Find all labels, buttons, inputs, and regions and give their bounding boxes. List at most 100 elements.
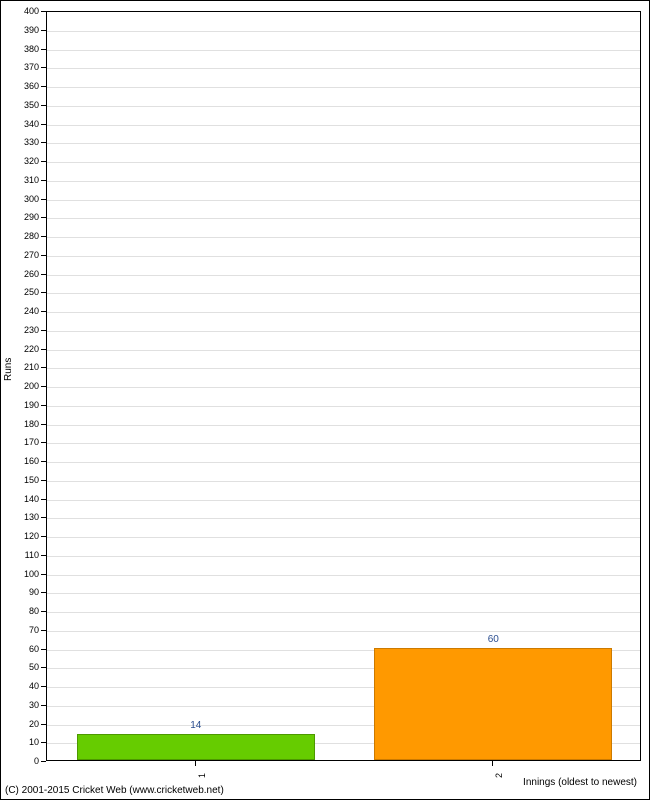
y-tick-label: 150	[9, 476, 39, 485]
y-tick-label: 340	[9, 120, 39, 129]
plot-area: 14 60	[46, 11, 641, 761]
gridline	[47, 68, 640, 69]
copyright-text: (C) 2001-2015 Cricket Web (www.cricketwe…	[5, 785, 224, 796]
gridline	[47, 162, 640, 163]
y-tick-mark	[41, 461, 46, 462]
y-tick-mark	[41, 499, 46, 500]
gridline	[47, 218, 640, 219]
gridline	[47, 556, 640, 557]
y-tick-label: 400	[9, 7, 39, 16]
y-tick-mark	[41, 724, 46, 725]
y-tick-mark	[41, 667, 46, 668]
y-tick-label: 60	[9, 645, 39, 654]
y-tick-mark	[41, 124, 46, 125]
y-tick-label: 50	[9, 663, 39, 672]
gridline	[47, 612, 640, 613]
bar-value-label: 60	[488, 634, 499, 645]
gridline	[47, 350, 640, 351]
y-tick-mark	[41, 705, 46, 706]
gridline	[47, 181, 640, 182]
y-tick-label: 320	[9, 157, 39, 166]
x-tick-mark	[492, 761, 493, 766]
gridline	[47, 593, 640, 594]
gridline	[47, 537, 640, 538]
gridline	[47, 500, 640, 501]
gridline	[47, 368, 640, 369]
y-tick-mark	[41, 274, 46, 275]
y-tick-mark	[41, 49, 46, 50]
y-tick-label: 360	[9, 82, 39, 91]
y-tick-mark	[41, 630, 46, 631]
y-tick-label: 190	[9, 401, 39, 410]
y-tick-label: 180	[9, 420, 39, 429]
gridline	[47, 106, 640, 107]
y-tick-label: 260	[9, 270, 39, 279]
y-tick-label: 0	[9, 757, 39, 766]
gridline	[47, 125, 640, 126]
y-tick-mark	[41, 742, 46, 743]
y-tick-mark	[41, 311, 46, 312]
y-tick-mark	[41, 611, 46, 612]
y-tick-mark	[41, 517, 46, 518]
y-tick-mark	[41, 161, 46, 162]
y-tick-mark	[41, 86, 46, 87]
y-tick-label: 300	[9, 195, 39, 204]
bar-value-label: 14	[190, 720, 201, 731]
y-tick-label: 90	[9, 588, 39, 597]
y-tick-label: 280	[9, 232, 39, 241]
y-tick-mark	[41, 480, 46, 481]
y-tick-label: 70	[9, 626, 39, 635]
gridline	[47, 425, 640, 426]
y-tick-label: 390	[9, 26, 39, 35]
gridline	[47, 462, 640, 463]
y-tick-mark	[41, 105, 46, 106]
y-tick-label: 200	[9, 382, 39, 391]
bar	[374, 648, 612, 761]
y-tick-label: 330	[9, 138, 39, 147]
gridline	[47, 143, 640, 144]
y-tick-mark	[41, 199, 46, 200]
gridline	[47, 275, 640, 276]
y-axis-title: Runs	[3, 358, 14, 381]
y-tick-label: 160	[9, 457, 39, 466]
y-tick-label: 380	[9, 45, 39, 54]
y-tick-mark	[41, 255, 46, 256]
y-tick-label: 30	[9, 701, 39, 710]
y-tick-label: 310	[9, 176, 39, 185]
y-tick-label: 40	[9, 682, 39, 691]
y-tick-mark	[41, 367, 46, 368]
y-tick-label: 120	[9, 532, 39, 541]
y-tick-mark	[41, 424, 46, 425]
gridline	[47, 87, 640, 88]
gridline	[47, 31, 640, 32]
y-tick-mark	[41, 292, 46, 293]
y-tick-label: 110	[9, 551, 39, 560]
gridline	[47, 50, 640, 51]
y-tick-mark	[41, 67, 46, 68]
y-tick-mark	[41, 442, 46, 443]
y-tick-mark	[41, 649, 46, 650]
y-tick-label: 100	[9, 570, 39, 579]
y-tick-mark	[41, 217, 46, 218]
gridline	[47, 256, 640, 257]
y-tick-label: 170	[9, 438, 39, 447]
y-tick-label: 10	[9, 738, 39, 747]
gridline	[47, 481, 640, 482]
y-tick-mark	[41, 142, 46, 143]
y-tick-mark	[41, 555, 46, 556]
y-tick-label: 220	[9, 345, 39, 354]
y-tick-mark	[41, 30, 46, 31]
chart-frame: 1460 01020304050607080901001101201301401…	[0, 0, 650, 800]
gridline	[47, 575, 640, 576]
y-tick-mark	[41, 592, 46, 593]
gridline	[47, 200, 640, 201]
y-tick-label: 20	[9, 720, 39, 729]
y-tick-mark	[41, 180, 46, 181]
y-tick-mark	[41, 574, 46, 575]
y-tick-mark	[41, 536, 46, 537]
gridline	[47, 443, 640, 444]
y-tick-mark	[41, 11, 46, 12]
gridline	[47, 387, 640, 388]
x-axis-title: Innings (oldest to newest)	[523, 777, 637, 788]
y-tick-mark	[41, 349, 46, 350]
